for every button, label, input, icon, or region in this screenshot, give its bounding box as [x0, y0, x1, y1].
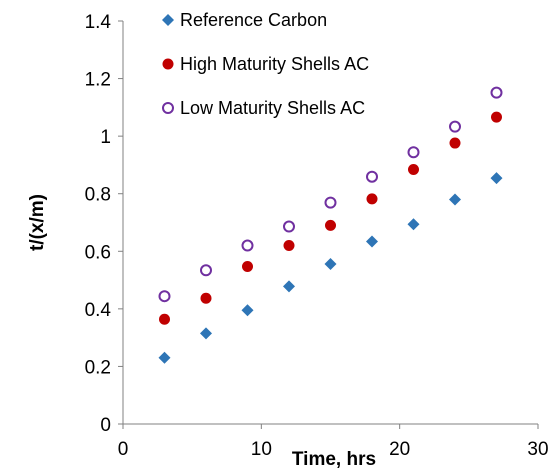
legend-entry: High Maturity Shells AC — [162, 54, 369, 74]
data-point — [158, 351, 171, 364]
legend-marker — [162, 14, 174, 26]
x-tick-label: 10 — [251, 439, 272, 460]
data-point — [283, 280, 295, 293]
x-tick-label: 30 — [527, 439, 548, 460]
data-point — [407, 146, 420, 159]
data-point — [158, 290, 171, 303]
legend-label: Low Maturity Shells AC — [180, 98, 365, 118]
y-tick-label: 0.4 — [85, 300, 112, 321]
data-point — [449, 137, 461, 149]
data-point — [366, 235, 378, 248]
plot-marks — [158, 86, 503, 364]
legend-label: Reference Carbon — [180, 10, 327, 30]
y-tick-label: 0.6 — [85, 242, 111, 263]
y-ticks: 0 0.2 0.4 0.6 0.8 1 1.2 1.4 — [85, 12, 123, 436]
y-tick-label: 1 — [100, 127, 111, 148]
y-tick-label: 0.8 — [85, 185, 111, 206]
x-tick-label: 20 — [389, 439, 410, 460]
series-3-points — [158, 86, 503, 303]
y-tick-label: 1.2 — [85, 70, 111, 91]
legend: Reference Carbon High Maturity Shells AC L… — [162, 10, 369, 118]
legend-entry: Reference Carbon — [162, 10, 327, 30]
data-point — [200, 327, 212, 340]
data-point — [200, 292, 212, 304]
data-point — [324, 257, 337, 270]
x-axis-title: Time, hrs — [292, 449, 376, 470]
data-point — [490, 86, 503, 99]
data-point — [449, 120, 461, 133]
data-point — [159, 313, 170, 325]
data-point — [408, 164, 419, 176]
legend-marker — [162, 58, 174, 70]
legend-marker — [162, 102, 174, 114]
data-point — [241, 239, 254, 252]
data-point — [491, 111, 502, 123]
data-point — [283, 240, 295, 252]
data-point — [324, 196, 337, 209]
x-tick-label: 0 — [118, 439, 129, 460]
y-tick-label: 0 — [100, 415, 111, 436]
data-point — [242, 261, 253, 273]
legend-entry: Low Maturity Shells AC — [162, 98, 365, 118]
data-point — [366, 193, 378, 205]
y-tick-label: 1.4 — [85, 12, 112, 33]
data-point — [407, 218, 420, 231]
legend-label: High Maturity Shells AC — [180, 54, 369, 74]
data-point — [490, 172, 503, 185]
data-point — [241, 304, 254, 317]
x-ticks: 0 10 20 30 — [118, 424, 549, 460]
series-1-points — [158, 172, 503, 364]
series-2-points — [159, 111, 502, 325]
y-axis-title: t/(x/m) — [27, 194, 48, 251]
data-point — [325, 219, 336, 231]
data-point — [449, 193, 461, 206]
data-point — [366, 170, 378, 183]
data-point — [283, 220, 295, 233]
y-tick-label: 0.2 — [85, 357, 111, 378]
data-point — [200, 264, 212, 277]
axes: 0 0.2 0.4 0.6 0.8 1 1.2 1.4 0 10 20 30 — [85, 12, 549, 460]
